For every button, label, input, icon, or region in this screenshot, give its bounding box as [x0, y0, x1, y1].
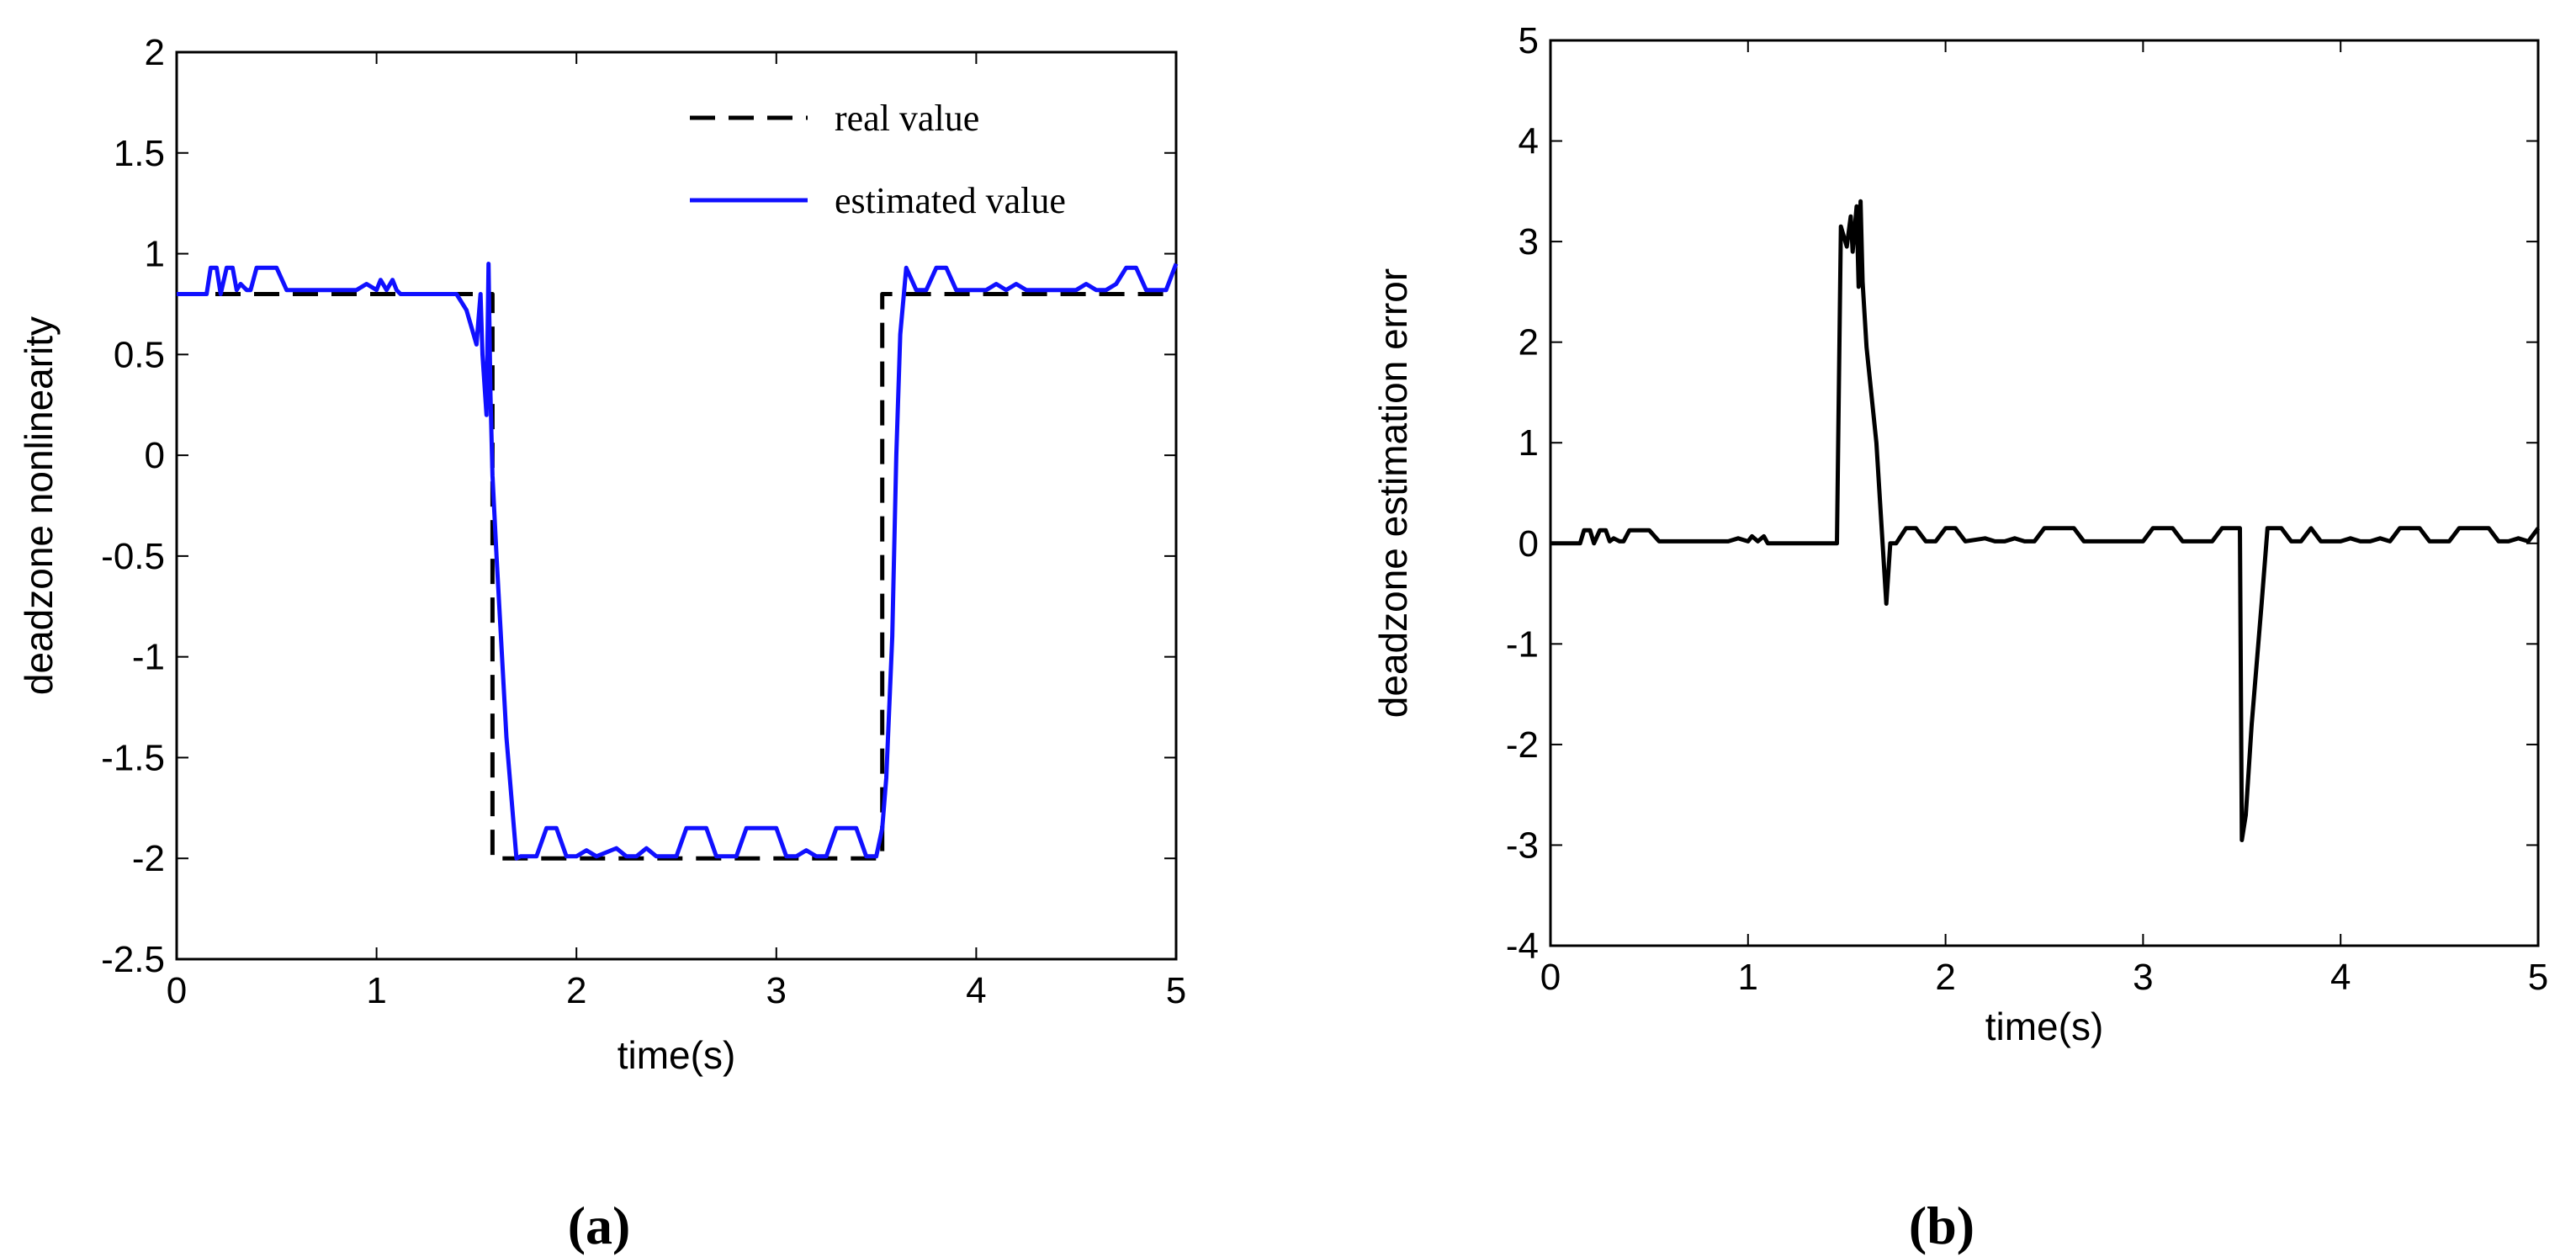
y-tick-label: 5: [1519, 20, 1539, 61]
y-tick-label: 1: [1519, 422, 1539, 464]
y-tick-label: 2: [145, 32, 165, 73]
y-tick-label: -0.5: [101, 536, 165, 577]
y-tick-label: 4: [1519, 121, 1539, 162]
plot-a-legend: real value estimated value: [690, 98, 1066, 221]
plot-b-frame: [1549, 39, 2540, 947]
x-tick-label: 3: [766, 970, 787, 1011]
x-tick-label: 0: [1540, 957, 1561, 998]
x-tick-label: 3: [2133, 957, 2153, 998]
y-tick-label: -1: [1506, 623, 1539, 665]
caption-b: (b): [1909, 1196, 1974, 1255]
legend-estimated-value-label: estimated value: [835, 180, 1066, 221]
caption-a: (a): [568, 1196, 631, 1255]
y-tick-label: 3: [1519, 221, 1539, 263]
series-line-real-value: [177, 292, 1176, 861]
x-tick-label: 0: [167, 970, 187, 1011]
series-line-deadzone-estimation-error: [1550, 199, 2541, 842]
y-tick-label: -4: [1506, 926, 1539, 967]
y-tick-label: 1.5: [114, 133, 165, 174]
y-tick-label: 1: [145, 234, 165, 275]
plot-a-frame: [175, 50, 1178, 961]
y-tick-label: -2.5: [101, 939, 165, 980]
y-tick-label: 0: [145, 435, 165, 476]
x-tick-label: 4: [966, 970, 986, 1011]
y-tick-label: 0.5: [114, 334, 165, 375]
x-tick-label: 5: [1166, 970, 1186, 1011]
plot-b-series: [1550, 199, 2541, 842]
plot-a-ticks: 0 1 2 3 4 5 -2.5 -2 -1.5 -1 -0.5 0 0.5 1 1.5 2: [101, 32, 1186, 1011]
y-tick-label: -3: [1506, 825, 1539, 866]
y-tick-label: -2: [1506, 724, 1539, 766]
x-tick-label: 1: [366, 970, 386, 1011]
y-tick-label: 2: [1519, 322, 1539, 363]
panel-b: 0 1 2 3 4 5 -4 -3 -2 -1 0 1 2 3 4 5 time(s) deadzone es…: [1371, 20, 2548, 1255]
legend-real-value-label: real value: [835, 98, 979, 139]
plot-a-series: [177, 262, 1179, 861]
y-tick-label: 0: [1519, 523, 1539, 565]
plot-b-ylabel: deadzone estimation error: [1371, 268, 1415, 718]
plot-a-ylabel: deadzone nonlinearity: [17, 316, 61, 695]
x-tick-label: 5: [2528, 957, 2548, 998]
plot-a-xlabel: time(s): [617, 1033, 736, 1077]
x-tick-label: 2: [566, 970, 586, 1011]
y-tick-label: -1: [132, 637, 165, 678]
series-line-estimated-value: [177, 262, 1179, 861]
y-tick-label: -2: [132, 838, 165, 879]
panel-a: 0 1 2 3 4 5-2.5-2-1.5-1-0.500.511.52 time(s) …: [17, 32, 1186, 1255]
x-tick-label: 1: [1738, 957, 1758, 998]
y-tick-label: -1.5: [101, 737, 165, 778]
x-tick-label: 2: [1935, 957, 1955, 998]
plot-b-ticks: 0 1 2 3 4 5 -4 -3 -2 -1 0 1 2 3 4 5: [1506, 20, 2548, 998]
plot-b-xlabel: time(s): [1985, 1005, 2104, 1048]
x-tick-label: 4: [2330, 957, 2351, 998]
